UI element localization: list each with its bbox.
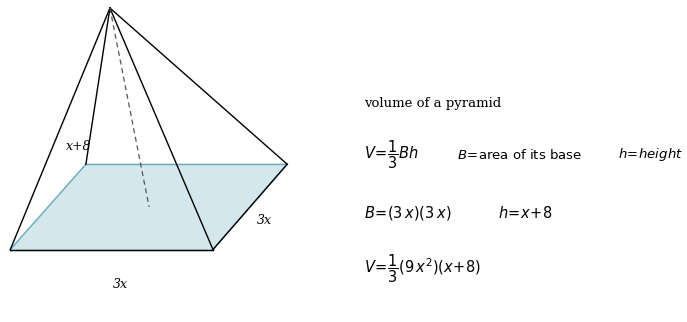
Text: volume of a pyramid: volume of a pyramid <box>364 97 502 109</box>
Text: $h\!=\!\mathit{height}$: $h\!=\!\mathit{height}$ <box>618 146 684 163</box>
Text: $V\!=\!\dfrac{1}{3}Bh$: $V\!=\!\dfrac{1}{3}Bh$ <box>364 138 419 171</box>
Text: 3x: 3x <box>257 214 272 227</box>
Text: $B\!=\!(3\,x)(3\,x)$: $B\!=\!(3\,x)(3\,x)$ <box>364 204 451 222</box>
Polygon shape <box>10 164 287 250</box>
Text: $h\!=\!x\!+\!8$: $h\!=\!x\!+\!8$ <box>498 204 552 221</box>
Text: $V\!=\!\dfrac{1}{3}(9\,x^2)(x\!+\!8)$: $V\!=\!\dfrac{1}{3}(9\,x^2)(x\!+\!8)$ <box>364 252 481 285</box>
Text: $B\!=\!\mathrm{area\ of\ its\ base}$: $B\!=\!\mathrm{area\ of\ its\ base}$ <box>457 147 582 162</box>
Text: x+8: x+8 <box>66 140 92 153</box>
Text: 3x: 3x <box>113 279 128 291</box>
